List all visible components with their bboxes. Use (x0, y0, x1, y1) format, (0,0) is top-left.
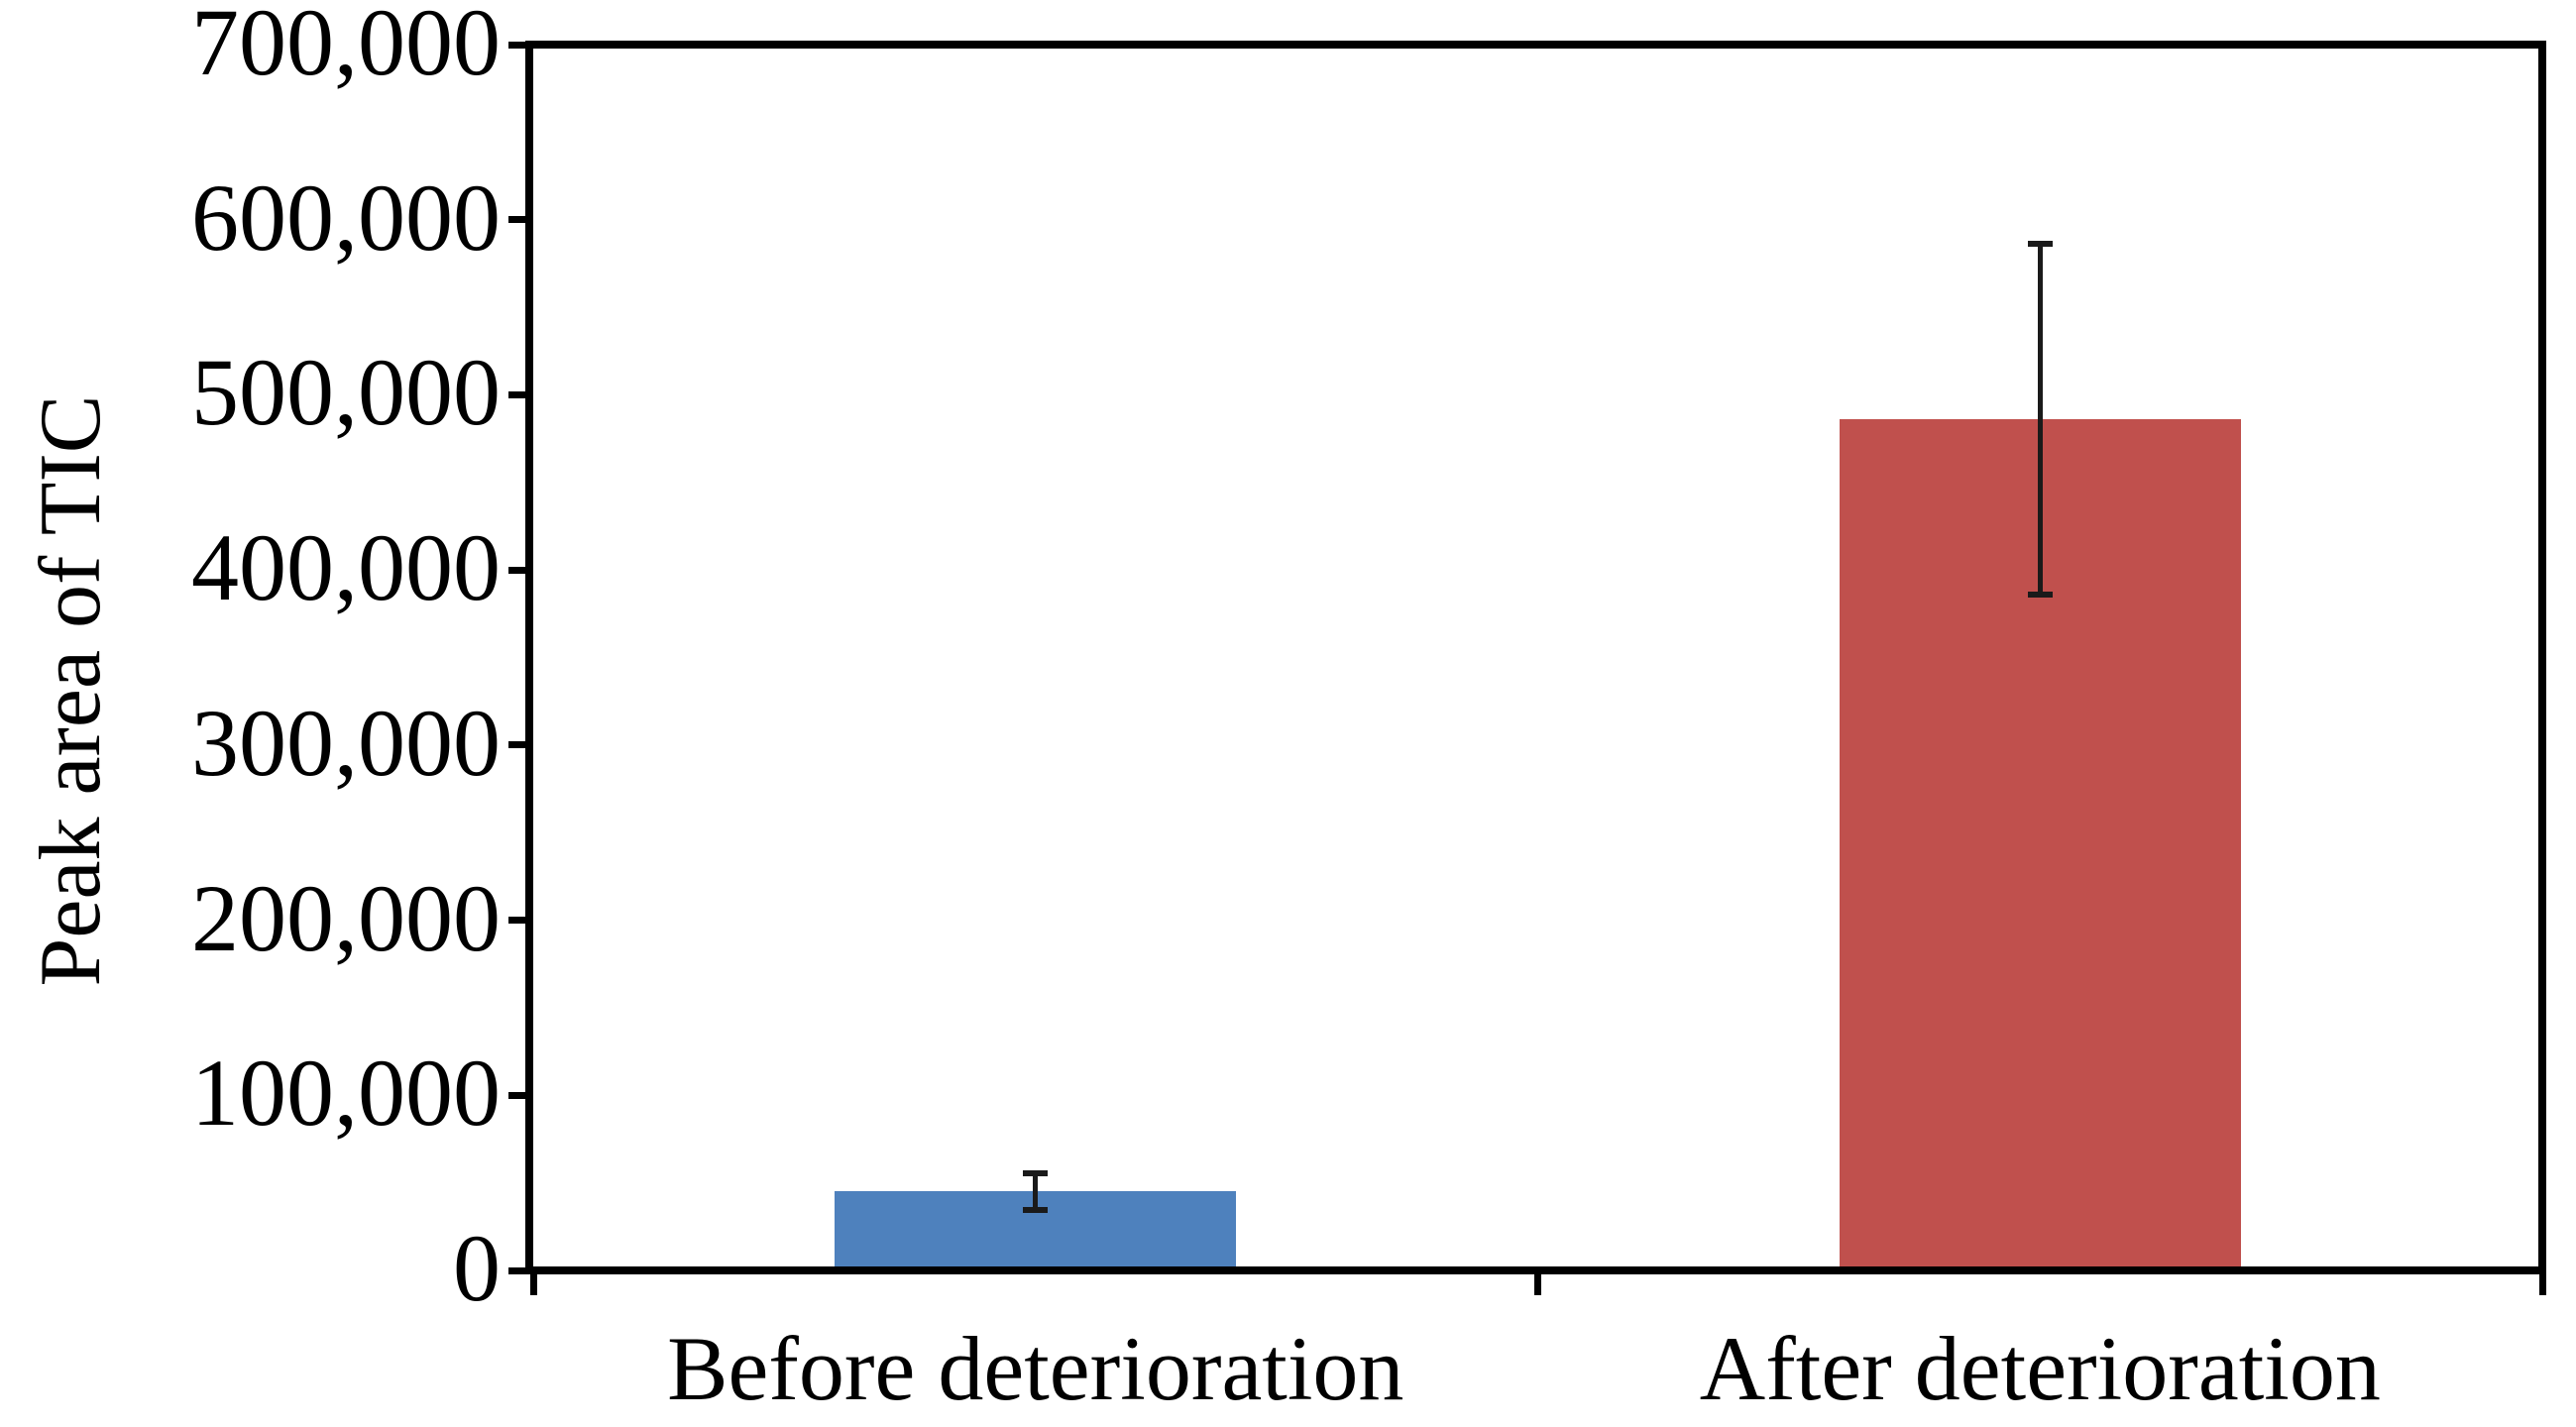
y-tick-label: 600,000 (191, 164, 501, 271)
y-tick (508, 566, 533, 574)
error-bar-line (2037, 244, 2043, 595)
y-tick-label: 0 (453, 1215, 501, 1322)
x-category-label: Before deterioration (667, 1318, 1404, 1419)
y-tick (508, 216, 533, 224)
y-tick-label: 200,000 (191, 864, 501, 971)
y-axis-title: Peak area of TIC (23, 394, 119, 986)
y-tick-label: 400,000 (191, 514, 501, 621)
y-tick (508, 741, 533, 749)
y-tick-label: 700,000 (191, 0, 501, 96)
y-tick (508, 1266, 533, 1274)
y-tick (508, 1091, 533, 1099)
error-bar-cap-bottom (1023, 1207, 1049, 1214)
plot-area-frame (525, 41, 2546, 1274)
x-tick (529, 1270, 537, 1295)
y-tick (508, 917, 533, 925)
error-bar-cap-top (1023, 1169, 1049, 1176)
x-tick (1534, 1270, 1541, 1295)
y-axis-title-text: Peak area of TIC (23, 394, 119, 987)
error-bar-cap-top (2027, 241, 2053, 248)
error-bar-line (1033, 1172, 1039, 1211)
error-bar-cap-bottom (2027, 591, 2053, 598)
y-tick (508, 41, 533, 49)
y-tick (508, 390, 533, 398)
x-category-label: After deterioration (1699, 1318, 2381, 1419)
y-tick-label: 500,000 (191, 339, 501, 446)
y-tick-label: 100,000 (191, 1040, 501, 1147)
y-tick-label: 300,000 (191, 689, 501, 796)
x-tick (2538, 1270, 2546, 1295)
